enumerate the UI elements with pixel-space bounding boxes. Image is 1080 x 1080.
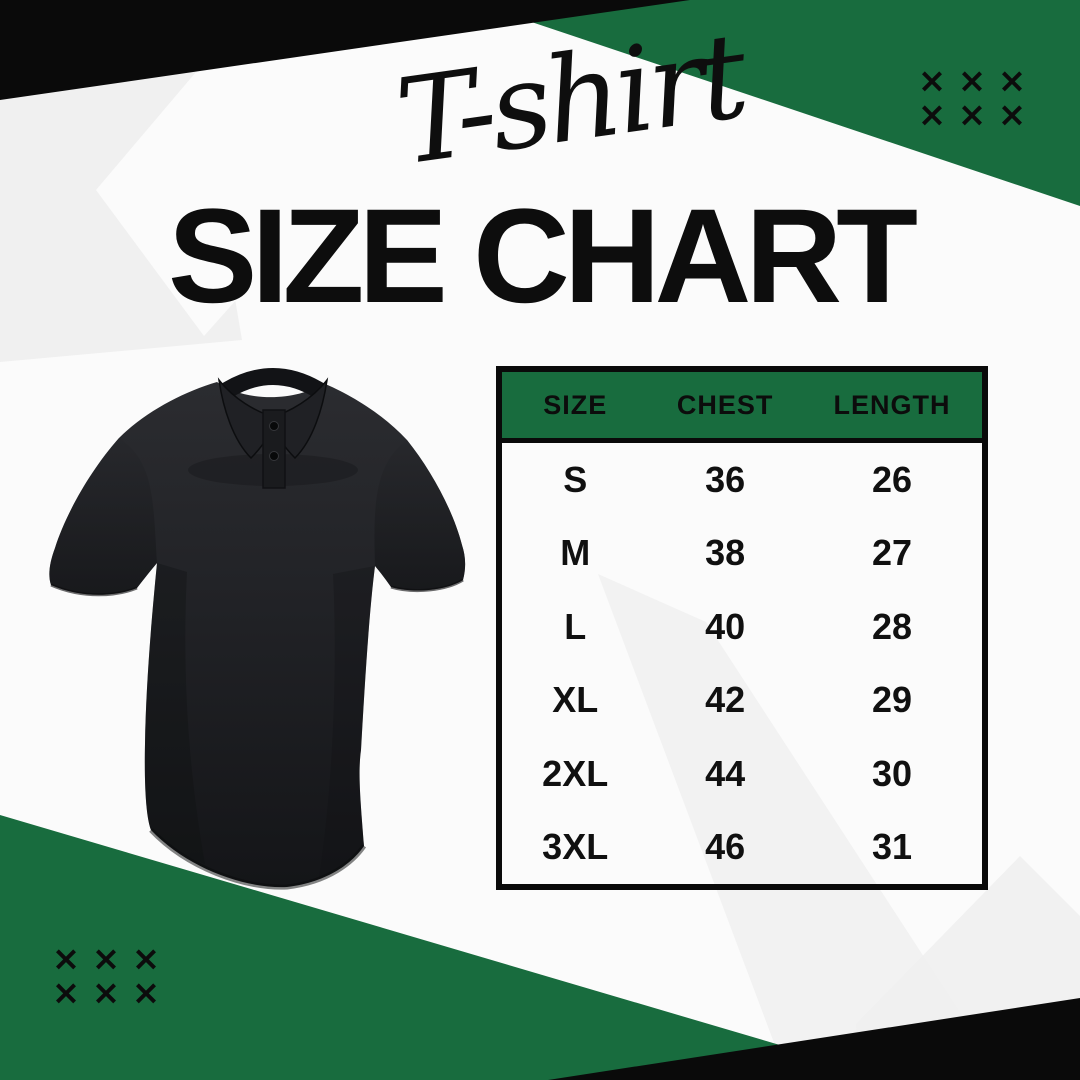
column-header-length: LENGTH [833, 389, 951, 420]
black-bottom-right-wedge [548, 998, 1080, 1080]
cross-icon: × [917, 95, 947, 135]
size-chart-table: SIZE CHEST LENGTH S 36 26 M 38 27 L 40 2… [496, 366, 988, 890]
polo-shirt-image [49, 368, 466, 890]
cell-size: L [564, 605, 587, 647]
cell-size: S [563, 458, 588, 500]
page-title: SIZE CHART [168, 182, 918, 331]
cell-length: 26 [871, 458, 912, 500]
cross-icon: × [957, 61, 987, 101]
cell-chest: 40 [705, 605, 746, 647]
cell-size: 2XL [542, 752, 609, 794]
shirt-left-cuff-seam [50, 583, 138, 597]
green-bottom-left-wedge [0, 815, 790, 1080]
cell-size: 3XL [542, 826, 609, 868]
black-top-left-wedge [0, 0, 690, 100]
table-row: 3XL 46 31 [502, 811, 982, 885]
cell-chest: 42 [705, 679, 746, 721]
cross-icon: × [91, 939, 121, 979]
table-row: L 40 28 [502, 590, 982, 664]
cell-length: 31 [871, 826, 912, 868]
cell-chest: 36 [705, 458, 746, 500]
column-header-size: SIZE [543, 389, 608, 420]
cross-icon: × [51, 939, 81, 979]
cross-icon: × [51, 973, 81, 1013]
shirt-left-sleeve [49, 438, 157, 595]
cell-length: 30 [871, 752, 912, 794]
cell-length: 27 [871, 532, 912, 574]
cross-icon: × [997, 95, 1027, 135]
table-header-row: SIZE CHEST LENGTH [502, 372, 982, 443]
cross-icon: × [131, 939, 161, 979]
green-top-right-triangle [466, 0, 1080, 206]
cell-size: M [560, 532, 591, 574]
column-header-chest: CHEST [676, 389, 774, 420]
shirt-right-sleeve [374, 440, 466, 591]
cell-size: XL [552, 679, 599, 721]
cell-chest: 46 [705, 826, 746, 868]
cross-icon: × [917, 61, 947, 101]
cell-length: 28 [871, 605, 912, 647]
shirt-placket [262, 409, 286, 489]
light-band-notch [96, 72, 318, 336]
shirt-hem-seam [149, 828, 367, 890]
shirt-button-bottom [269, 451, 279, 461]
shirt-right-cuff-seam [390, 578, 464, 593]
cross-icon: × [131, 973, 161, 1013]
cross-icon: × [997, 61, 1027, 101]
cross-marks-top-right: × × × × × × [912, 61, 1032, 135]
table-row: 2XL 44 30 [502, 737, 982, 811]
cell-length: 29 [871, 679, 912, 721]
cross-icon: × [91, 973, 121, 1013]
light-band-center [598, 574, 1004, 1080]
cell-chest: 38 [705, 532, 746, 574]
shirt-left-shadow [144, 563, 205, 864]
shirt-right-shadow [319, 566, 375, 878]
table-row: S 36 26 [502, 443, 982, 517]
table-row: XL 42 29 [502, 664, 982, 738]
table-body: S 36 26 M 38 27 L 40 28 XL 42 29 2XL 44 [502, 443, 982, 884]
shirt-back-collar [221, 368, 325, 398]
shirt-button-top [269, 421, 279, 431]
cell-chest: 44 [705, 752, 746, 794]
cross-marks-bottom-left: × × × × × × [46, 939, 166, 1013]
table-row: M 38 27 [502, 517, 982, 591]
cross-icon: × [957, 95, 987, 135]
